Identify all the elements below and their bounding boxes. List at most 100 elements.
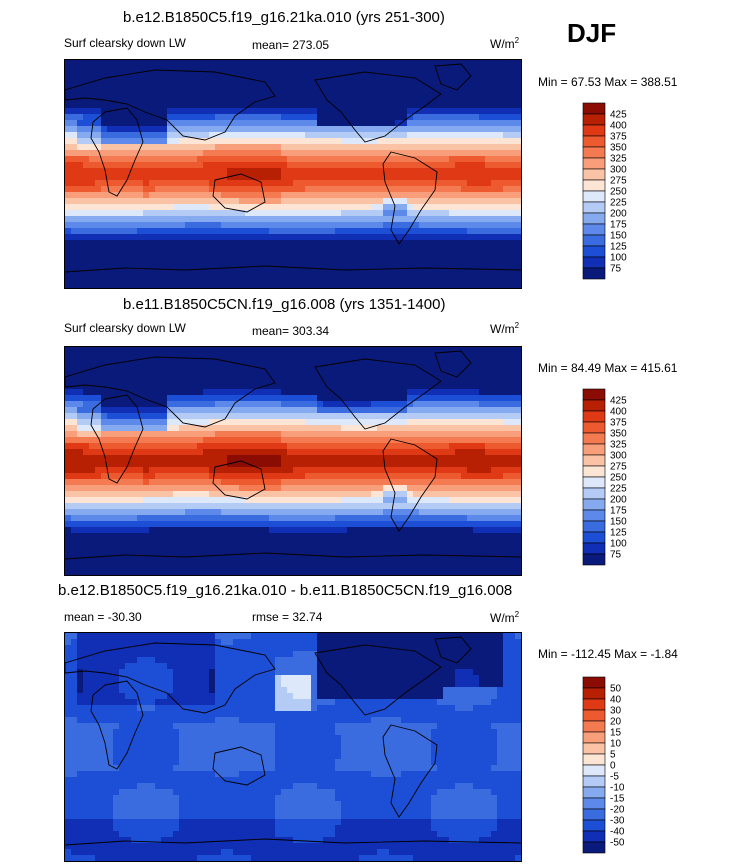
panel2-colorbar-box (582, 498, 606, 511)
panel3-colorbar-box (582, 753, 606, 766)
panel1-colorbar-label: 350 (610, 143, 627, 154)
panel2-colorbar-label: 400 (610, 407, 627, 418)
panel1-colorbar-label: 275 (610, 176, 627, 187)
panel1-colorbar: 425 400 375 350 325 300 275 250 225 200 175 150 125 1… (582, 102, 642, 282)
panel3-colorbar-label: -50 (610, 838, 625, 849)
panel2-variable-label: Surf clearsky down LW (64, 321, 186, 335)
panel1-colorbar-label: 200 (610, 209, 627, 220)
panel2-colorbar-box (582, 432, 606, 445)
panel2-colorbar-box (582, 531, 606, 544)
panel2-map (64, 346, 522, 576)
panel3-colorbar-label: -30 (610, 816, 625, 827)
panel2-colorbar-label: 150 (610, 517, 627, 528)
panel1-colorbar-label: 300 (610, 165, 627, 176)
panel1-colorbar-box (582, 234, 606, 247)
panel2-colorbar-box (582, 399, 606, 412)
panel2-colorbar-label: 325 (610, 440, 627, 451)
panel2-colorbar-box (582, 421, 606, 434)
panel3-colorbar-box (582, 775, 606, 788)
panel1-colorbar-box (582, 190, 606, 203)
panel2-colorbar-label: 100 (610, 539, 627, 550)
panel3-map (64, 632, 522, 862)
panel1-coastline (65, 69, 276, 141)
panel1-coastline (90, 107, 144, 197)
panel3-colorbar-label: -20 (610, 805, 625, 816)
panel3-colorbar-label: -40 (610, 827, 625, 838)
panel2-colorbar-box (582, 520, 606, 533)
panel2-colorbar-label: 275 (610, 462, 627, 473)
panel1-colorbar-label: 325 (610, 154, 627, 165)
panel2-colorbar-box (582, 509, 606, 522)
panel2-colorbar-box (582, 443, 606, 456)
panel2-colorbar-label: 125 (610, 528, 627, 539)
panel3-colorbar-box (582, 841, 606, 854)
panel2-coastline (65, 356, 276, 428)
panel3-units: W/m2 (490, 610, 520, 625)
panel1-colorbar-box (582, 179, 606, 192)
panel2-colorbar-label: 175 (610, 506, 627, 517)
panel3-minmax: Min = -112.45 Max = -1.84 (538, 647, 678, 661)
panel1-colorbar-label: 125 (610, 242, 627, 253)
panel3-colorbar-box (582, 764, 606, 777)
panel3-colorbar-label: 20 (610, 717, 622, 728)
panel2-title: b.e11.B1850C5CN.f19_g16.008 (yrs 1351-14… (123, 296, 446, 313)
panel3-colorbar-box (582, 687, 606, 700)
panel2-coastline (65, 552, 521, 560)
panel1-colorbar-box (582, 223, 606, 236)
panel2-colorbar-box (582, 454, 606, 467)
panel2-field-cells (65, 347, 521, 575)
panel3-colorbar-label: 15 (610, 728, 622, 739)
panel1-variable-label: Surf clearsky down LW (64, 36, 186, 50)
panel1-title: b.e12.B1850C5.f19_g16.21ka.010 (yrs 251-… (123, 9, 445, 26)
panel3-colorbar-label: 50 (610, 684, 622, 695)
panel1-minmax: Min = 67.53 Max = 388.51 (538, 75, 678, 89)
panel2-units: W/m2 (490, 321, 520, 336)
panel1-colorbar-box (582, 201, 606, 214)
panel3-colorbar-box (582, 676, 606, 689)
panel1-colorbar-box (582, 212, 606, 225)
panel1-colorbar-label: 150 (610, 231, 627, 242)
panel1-colorbar-box (582, 135, 606, 148)
panel3-colorbar-label: -15 (610, 794, 625, 805)
panel2-colorbar-box (582, 476, 606, 489)
panel3-colorbar-box (582, 698, 606, 711)
panel2-colorbar-svg: 4254003753503253002752502252001751501251… (582, 388, 627, 566)
panel3-colorbar-label: 0 (610, 761, 616, 772)
panel2-coastline (314, 358, 442, 430)
panel3-coastline (65, 642, 276, 714)
panel1-coastline (314, 71, 442, 143)
panel3-colorbar-box (582, 819, 606, 832)
panel1-colorbar-box (582, 113, 606, 126)
panel1-colorbar-box (582, 267, 606, 280)
panel2-colorbar-label: 75 (610, 550, 622, 561)
panel2-colorbar-label: 200 (610, 495, 627, 506)
panel3-title: b.e12.B1850C5.f19_g16.21ka.010 - b.e11.B… (58, 582, 513, 599)
panel2-colorbar-box (582, 553, 606, 566)
panel3-colorbar-label: 5 (610, 750, 616, 761)
panel3-coastline (434, 636, 472, 664)
panel3-coastline (65, 838, 521, 846)
panel1-colorbar-box (582, 146, 606, 159)
panel1-colorbar-label: 175 (610, 220, 627, 231)
panel1-field-cells (65, 60, 521, 288)
panel2-colorbar-box (582, 410, 606, 423)
panel1-colorbar-label: 400 (610, 121, 627, 132)
panel2-colorbar-box (582, 388, 606, 401)
panel1-colorbar-box (582, 124, 606, 137)
panel1-colorbar-label: 375 (610, 132, 627, 143)
panel3-colorbar: 50 40 30 20 15 10 5 0 -5 -10 -15 -20 -30 -40 -50 (582, 676, 642, 856)
panel2-coastline (382, 438, 438, 532)
panel3-colorbar-label: 40 (610, 695, 622, 706)
panel3-map-field (65, 633, 521, 861)
panel3-colorbar-label: 10 (610, 739, 622, 750)
panel3-colorbar-box (582, 720, 606, 733)
panel1-map (64, 59, 522, 289)
panel2-colorbar-box (582, 487, 606, 500)
panel1-colorbar-label: 100 (610, 253, 627, 264)
season-label: DJF (567, 18, 617, 48)
panel1-coastline (212, 173, 266, 213)
panel1-colorbar-box (582, 102, 606, 115)
panel1-coastline (382, 151, 438, 245)
panel1-colorbar-svg: 4254003753503253002752502252001751501251… (582, 102, 627, 280)
